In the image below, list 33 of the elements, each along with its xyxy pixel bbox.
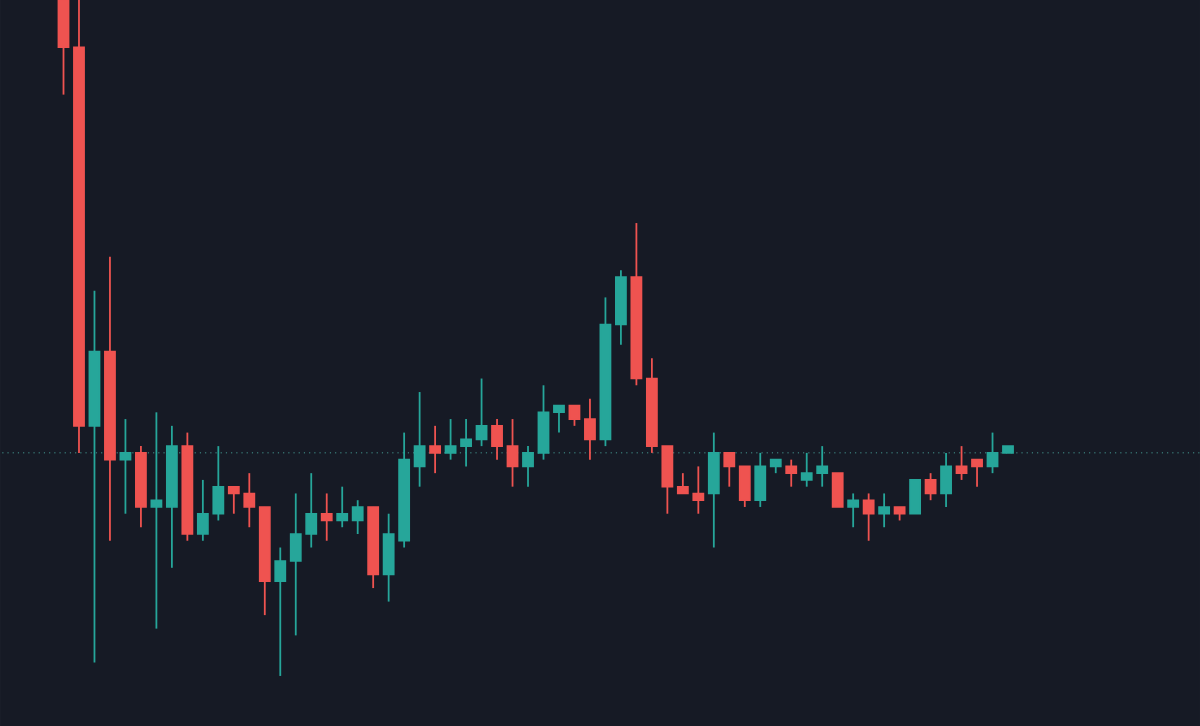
candlestick bbox=[909, 479, 922, 515]
candlestick bbox=[320, 492, 333, 542]
candlestick bbox=[924, 472, 937, 502]
candlestick bbox=[537, 384, 550, 461]
candlestick bbox=[862, 492, 875, 542]
candlestick bbox=[723, 451, 736, 488]
candlestick bbox=[568, 404, 581, 427]
candlestick bbox=[336, 485, 349, 529]
candlestick bbox=[553, 404, 565, 434]
candlestick bbox=[429, 424, 442, 475]
candlestick bbox=[955, 445, 968, 481]
candlestick bbox=[413, 391, 426, 488]
candlestick bbox=[754, 451, 767, 508]
candlestick bbox=[986, 431, 999, 475]
candlestick bbox=[878, 492, 891, 529]
candlestick bbox=[707, 431, 720, 549]
candlestick bbox=[785, 458, 798, 488]
candlestick bbox=[615, 269, 627, 346]
candlestick bbox=[475, 377, 488, 448]
candlestick bbox=[491, 418, 503, 461]
candlestick bbox=[119, 418, 132, 515]
candlestick bbox=[847, 492, 860, 529]
candlestick bbox=[506, 418, 519, 488]
candlestick bbox=[831, 472, 844, 508]
candlestick bbox=[584, 397, 596, 461]
candlestick bbox=[274, 546, 287, 677]
candlestick bbox=[57, 0, 70, 96]
candlestick bbox=[351, 499, 364, 535]
candlestick bbox=[522, 445, 534, 488]
candlestick bbox=[738, 465, 751, 508]
candlestick bbox=[971, 458, 983, 488]
candlestick bbox=[940, 451, 952, 508]
candlestick bbox=[150, 411, 163, 630]
